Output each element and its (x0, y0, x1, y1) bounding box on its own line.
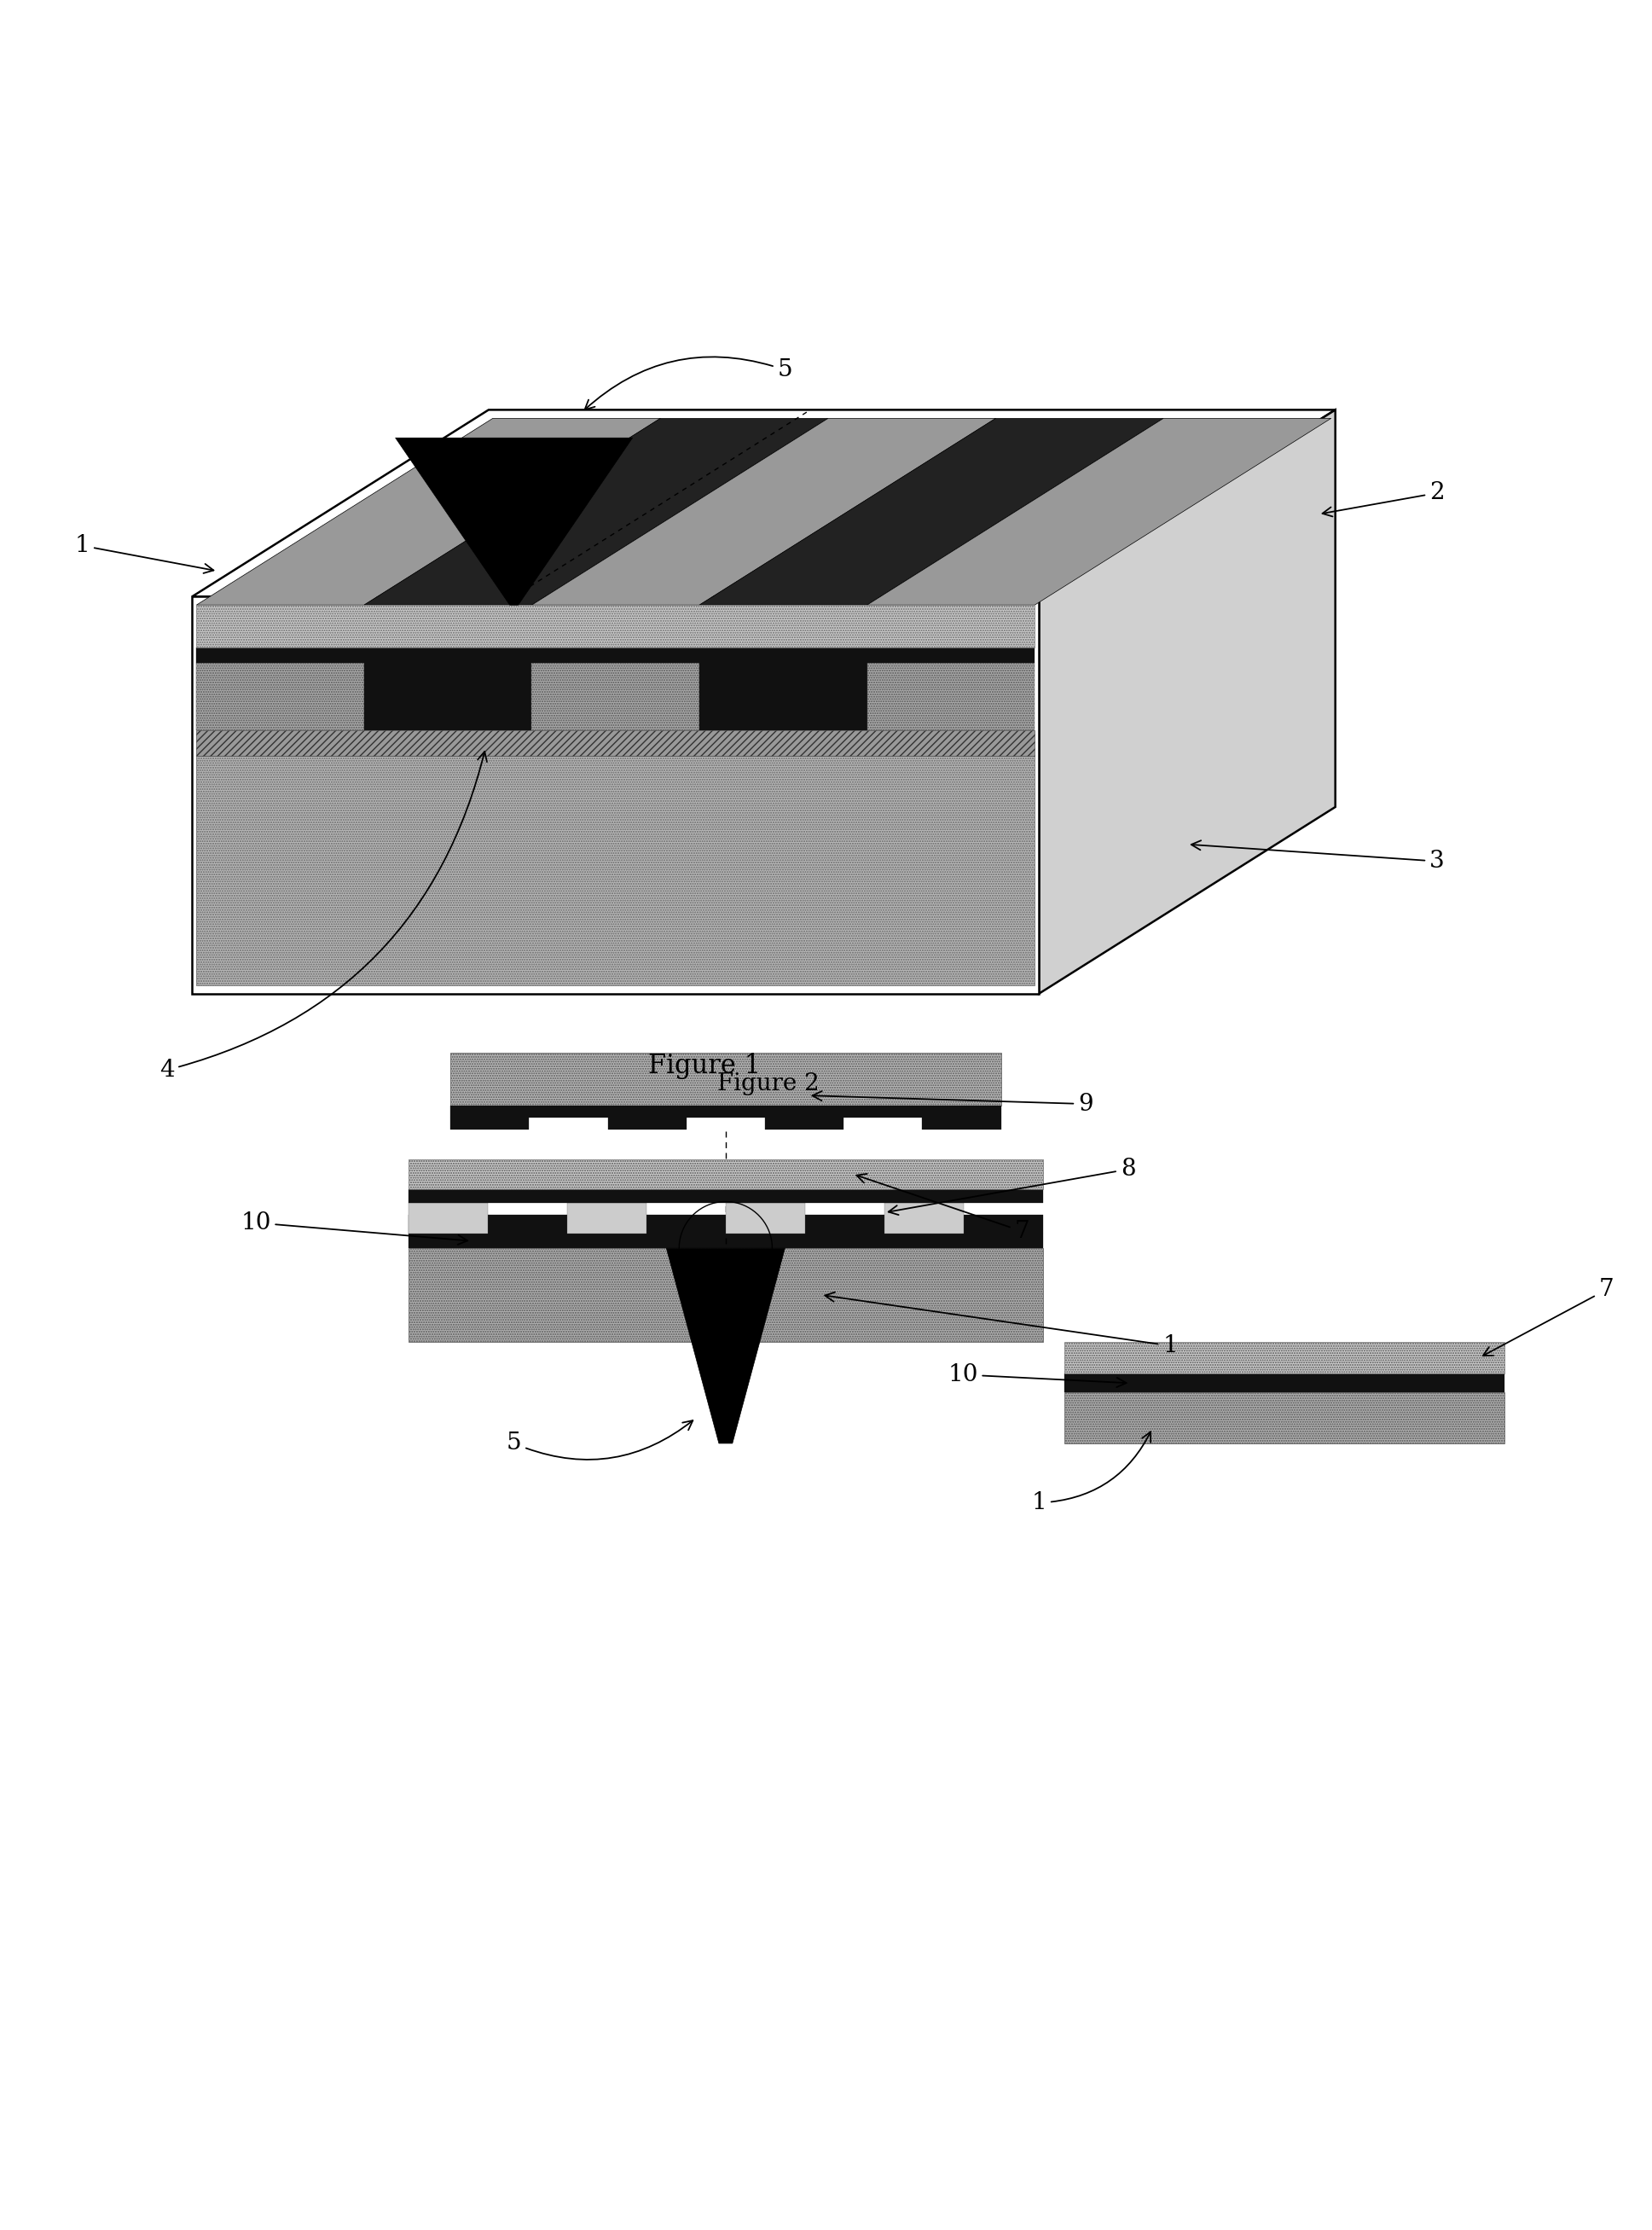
Text: 1: 1 (824, 1291, 1178, 1358)
Polygon shape (192, 410, 1335, 598)
Bar (963, 1215, 1042, 1233)
Bar (1064, 1392, 1505, 1443)
Polygon shape (666, 1249, 785, 1443)
Text: 10: 10 (948, 1363, 1127, 1387)
Text: 7: 7 (1483, 1278, 1614, 1356)
Bar (451, 1053, 1001, 1106)
Bar (532, 662, 699, 731)
Polygon shape (867, 419, 1332, 604)
Bar (884, 1204, 963, 1233)
Bar (451, 1117, 529, 1128)
Bar (408, 1233, 1042, 1249)
Polygon shape (532, 419, 996, 604)
Text: Figure 2: Figure 2 (717, 1073, 819, 1095)
Bar (805, 1215, 884, 1233)
Bar (197, 756, 1034, 986)
Bar (699, 662, 867, 731)
Polygon shape (699, 419, 1163, 604)
Bar (408, 1204, 487, 1233)
Bar (725, 1215, 805, 1233)
Bar (1064, 1342, 1505, 1374)
Text: 1: 1 (74, 535, 213, 573)
Polygon shape (192, 598, 1039, 995)
Text: 3: 3 (1191, 841, 1444, 872)
Polygon shape (395, 437, 633, 604)
Bar (765, 1117, 844, 1128)
Bar (408, 1215, 487, 1233)
Bar (408, 1189, 1042, 1204)
Polygon shape (363, 419, 828, 604)
Text: 5: 5 (507, 1421, 692, 1461)
Text: 10: 10 (241, 1211, 468, 1244)
Bar (1064, 1374, 1505, 1392)
Bar (567, 1204, 646, 1233)
Bar (408, 1160, 1042, 1189)
Bar (197, 731, 1034, 756)
Bar (567, 1215, 646, 1233)
Bar (867, 662, 1034, 731)
Bar (725, 1204, 805, 1233)
Text: 4: 4 (159, 752, 487, 1082)
Bar (197, 647, 1034, 662)
Bar (922, 1117, 1001, 1128)
Bar (487, 1215, 567, 1233)
Text: 9: 9 (813, 1090, 1094, 1115)
Text: 1: 1 (1031, 1432, 1151, 1514)
Text: 7: 7 (856, 1173, 1029, 1242)
Polygon shape (1039, 410, 1335, 995)
Bar (884, 1215, 963, 1233)
Polygon shape (197, 419, 661, 604)
Bar (646, 1215, 725, 1233)
Bar (197, 604, 1034, 647)
Bar (608, 1117, 686, 1128)
Bar (197, 662, 363, 731)
Bar (451, 1106, 1001, 1117)
Text: Figure 1: Figure 1 (648, 1053, 762, 1079)
Text: 2: 2 (1322, 482, 1444, 517)
Bar (408, 1249, 1042, 1342)
Bar (363, 662, 532, 731)
Text: 5: 5 (585, 357, 793, 410)
Text: 8: 8 (889, 1157, 1135, 1215)
